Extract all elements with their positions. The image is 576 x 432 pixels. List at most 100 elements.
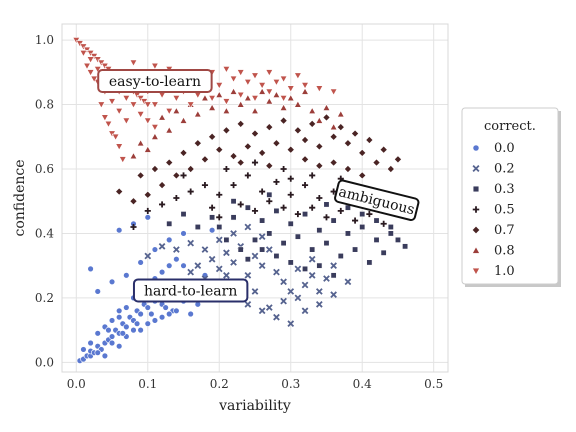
data-point xyxy=(151,317,159,324)
data-point xyxy=(201,94,209,102)
data-point xyxy=(86,69,95,77)
data-point xyxy=(108,339,116,347)
data-point xyxy=(322,113,331,122)
data-point xyxy=(280,204,287,211)
annotation-label: hard-to-learn xyxy=(144,283,237,299)
data-point xyxy=(393,155,402,164)
data-point xyxy=(97,101,106,109)
data-point xyxy=(251,106,259,115)
data-point xyxy=(158,181,167,190)
data-point xyxy=(143,117,152,125)
data-point xyxy=(329,158,338,167)
data-point xyxy=(265,123,274,132)
data-point xyxy=(144,207,151,214)
data-point xyxy=(208,132,217,141)
data-point xyxy=(193,110,202,118)
data-point xyxy=(259,217,266,224)
data-point xyxy=(287,191,294,198)
data-point xyxy=(315,161,324,170)
data-point xyxy=(165,158,174,167)
data-point xyxy=(166,310,173,318)
legend-title: correct. xyxy=(484,119,536,134)
data-point xyxy=(216,214,223,221)
data-point xyxy=(301,155,310,164)
data-point xyxy=(172,171,181,180)
x-tick-label: 0.2 xyxy=(210,377,229,391)
data-point xyxy=(301,136,310,144)
data-point xyxy=(251,252,259,260)
data-point xyxy=(209,214,216,221)
data-point xyxy=(323,201,330,208)
annotation: hard-to-learn xyxy=(132,278,249,303)
data-point xyxy=(251,159,259,166)
data-point xyxy=(236,100,245,108)
annotation-box xyxy=(132,278,249,303)
data-point xyxy=(273,313,280,321)
x-tick-label: 0.1 xyxy=(138,377,157,391)
data-point xyxy=(230,198,237,205)
data-point xyxy=(343,139,352,148)
data-point xyxy=(352,217,359,224)
legend-entry-label: 0.2 xyxy=(494,162,515,177)
data-point xyxy=(123,304,130,311)
data-point xyxy=(143,190,152,199)
data-point xyxy=(287,259,294,266)
data-point xyxy=(336,110,345,118)
data-point xyxy=(308,106,317,115)
data-point xyxy=(179,116,188,124)
data-point xyxy=(287,288,295,295)
data-point xyxy=(301,87,309,95)
y-tick-label: 0.6 xyxy=(35,162,54,176)
data-point xyxy=(115,143,124,151)
data-point xyxy=(133,320,141,327)
data-point xyxy=(272,90,281,98)
data-point xyxy=(143,145,152,153)
data-point xyxy=(93,66,102,74)
data-point xyxy=(308,255,316,263)
data-point xyxy=(265,97,274,105)
data-point xyxy=(244,271,252,279)
data-point xyxy=(237,246,244,253)
data-point xyxy=(315,116,324,124)
data-point xyxy=(108,317,116,324)
y-tick-label: 0.8 xyxy=(35,98,54,112)
data-point xyxy=(244,223,252,231)
legend: correct. 0.0 0.2 0.3 0.5 0.7 0.8 1.0 xyxy=(461,107,561,287)
data-point xyxy=(194,223,201,231)
data-point xyxy=(266,198,273,205)
data-point xyxy=(359,211,366,218)
data-point xyxy=(301,82,309,90)
data-point xyxy=(151,62,159,70)
data-point xyxy=(243,142,252,151)
data-point xyxy=(316,194,323,202)
data-point xyxy=(251,129,259,138)
data-point xyxy=(123,323,130,331)
data-point xyxy=(337,252,344,260)
data-point xyxy=(386,165,395,173)
y-tick-label: 1.0 xyxy=(35,33,54,47)
data-point xyxy=(173,246,180,253)
data-point xyxy=(380,249,387,256)
data-point xyxy=(119,330,126,337)
data-point xyxy=(115,314,123,321)
data-point xyxy=(294,233,301,240)
data-point xyxy=(150,165,159,173)
data-point xyxy=(94,288,101,295)
data-point xyxy=(172,106,181,115)
data-point xyxy=(265,88,274,96)
data-point xyxy=(273,268,280,276)
data-point xyxy=(180,230,187,237)
data-point xyxy=(173,256,180,263)
data-point xyxy=(186,101,195,109)
data-point xyxy=(136,111,145,119)
data-point xyxy=(293,126,302,135)
data-point xyxy=(244,172,251,179)
data-point xyxy=(187,188,194,195)
data-point xyxy=(86,56,95,64)
legend-entry-label: 0.0 xyxy=(494,141,515,156)
data-point xyxy=(209,204,216,211)
data-point xyxy=(151,246,159,253)
data-point xyxy=(286,85,295,93)
data-point xyxy=(322,103,331,111)
data-point xyxy=(105,326,112,334)
